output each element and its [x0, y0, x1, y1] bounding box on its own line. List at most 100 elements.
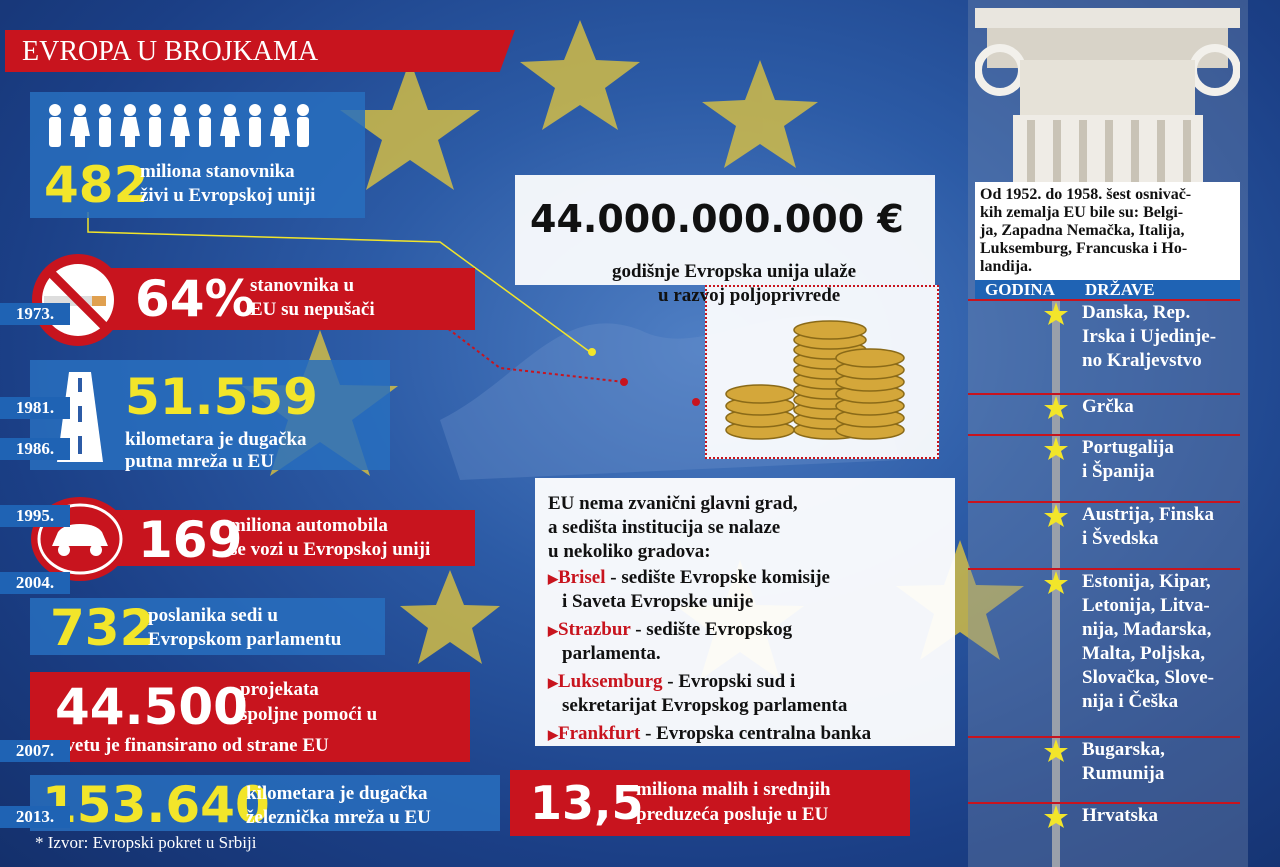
title-banner — [5, 30, 515, 72]
timeline-country: Austrija, Finska — [1082, 504, 1214, 525]
row-separator — [968, 299, 1240, 301]
timeline-intro: kih zemalja EU bile su: Belgi- — [980, 204, 1184, 221]
timeline-country: no Kraljevstvo — [1082, 350, 1202, 371]
timeline-intro: landija. — [980, 258, 1033, 275]
timeline-country: Malta, Poljska, — [1082, 643, 1205, 664]
fact-text: projekata — [240, 679, 319, 700]
timeline-country: Grčka — [1082, 396, 1134, 417]
fact-number: 732 — [50, 599, 155, 657]
timeline-star — [1044, 504, 1068, 527]
timeline-country: Rumunija — [1082, 763, 1165, 784]
capital-intro: u nekoliko gradova: — [548, 541, 711, 562]
sme-number: 13,5 — [530, 776, 644, 830]
row-separator — [968, 434, 1240, 436]
capital-city: Luksemburg — [558, 671, 663, 692]
timeline-country: i Švedska — [1082, 528, 1159, 549]
timeline-intro-box — [975, 182, 1240, 280]
budget-text: u razvoj poljoprivrede — [658, 285, 841, 306]
fact-box — [95, 510, 475, 566]
capital-item: ▶Strazbur - sedište Evropskog — [548, 620, 792, 639]
timeline-star — [1044, 302, 1068, 325]
sme-text: miliona malih i srednjih — [636, 779, 831, 800]
timeline-header-bar — [975, 280, 1240, 300]
fact-text: se vozi u Evropskoj uniji — [230, 539, 431, 560]
timeline-country: nija i Češka — [1082, 691, 1179, 712]
fact-text: spoljne pomoći u — [240, 704, 378, 725]
row-separator — [968, 736, 1240, 738]
row-separator — [968, 501, 1240, 503]
timeline-year: 1981. — [0, 397, 70, 419]
capital-text: parlamenta. — [562, 643, 661, 664]
fact-box — [30, 775, 500, 831]
fact-text: miliona stanovnika — [140, 161, 295, 182]
timeline-header: GODINA — [985, 280, 1055, 299]
capital-text: - sedište Evropske komisije — [605, 567, 830, 588]
fact-text: Evropskom parlamentu — [148, 629, 342, 650]
fact-text: svetu je finansirano od strane EU — [58, 735, 329, 756]
capital-item: ▶Brisel - sedište Evropske komisije — [548, 568, 830, 587]
timeline-year: 1986. — [0, 438, 70, 460]
column-capital — [975, 8, 1240, 185]
fact-number: 482 — [44, 156, 149, 214]
timeline-country: Letonija, Litva- — [1082, 595, 1210, 616]
capital-intro: EU nema zvanični glavni grad, — [548, 493, 798, 514]
title: EVROPA U BROJKAMA — [22, 36, 319, 67]
capital-city: Frankfurt — [558, 723, 641, 744]
fact-text: stanovnika u — [250, 275, 355, 296]
timeline-year: 2007. — [0, 740, 70, 762]
coins-icon — [725, 320, 905, 440]
sme-text: preduzeća posluje u EU — [636, 804, 829, 825]
fact-number: 51.559 — [125, 368, 318, 426]
fact-text: miliona automobila — [230, 515, 388, 536]
capital-intro: a sedišta institucija se nalaze — [548, 517, 781, 538]
timeline-year: 1973. — [0, 303, 70, 325]
capital-text: - sedište Evropskog — [630, 619, 793, 640]
capital-item: ▶Luksemburg - Evropski sud i — [548, 672, 795, 691]
timeline-year: 2013. — [0, 806, 70, 828]
timeline-country: Portugalija — [1082, 437, 1174, 458]
row-separator — [968, 802, 1240, 804]
fact-box — [30, 672, 470, 762]
timeline-country: nija, Mađarska, — [1082, 619, 1212, 640]
fact-text: EU su nepušači — [250, 299, 375, 320]
timeline-star — [1044, 437, 1068, 460]
timeline-star — [1044, 396, 1068, 419]
timeline-star — [1044, 739, 1068, 762]
fact-box — [70, 268, 475, 330]
capital-text: - Evropski sud i — [662, 671, 796, 692]
fact-text: živi u Evropskoj uniji — [140, 185, 316, 206]
sme-box — [510, 770, 910, 836]
fact-box — [30, 598, 385, 655]
fact-box — [30, 92, 365, 218]
bullet: ▶ — [548, 727, 558, 742]
timeline-country: Irska i Ujedinje- — [1082, 326, 1217, 347]
timeline-header: DRŽAVE — [1085, 280, 1155, 299]
capital-text: sekretarijat Evropskog parlamenta — [562, 695, 848, 716]
fact-number: 169 — [138, 511, 243, 569]
timeline-intro: Luksemburg, Francuska i Ho- — [980, 240, 1188, 257]
people-icons — [49, 104, 309, 147]
timeline-year: 2004. — [0, 572, 70, 594]
budget-box — [515, 175, 935, 285]
bullet: ▶ — [548, 571, 558, 586]
fact-number: 153.640 — [42, 776, 270, 834]
timeline-country: Danska, Rep. — [1082, 302, 1191, 323]
fact-number: 44.500 — [55, 678, 248, 736]
timeline-intro: ja, Zapadna Nemačka, Italija, — [980, 222, 1185, 239]
timeline-country: i Španija — [1082, 461, 1155, 482]
fact-text: kilometara je dugačka — [125, 429, 307, 450]
fact-text: železnička mreža u EU — [246, 807, 431, 828]
timeline-intro: Od 1952. do 1958. šest osnivač- — [980, 186, 1192, 203]
budget-number: 44.000.000.000 € — [530, 197, 904, 241]
timeline-year: 1995. — [0, 505, 70, 527]
row-separator — [968, 393, 1240, 395]
source: * Izvor: Evropski pokret u Srbiji — [35, 833, 257, 852]
timeline-star — [1044, 571, 1068, 594]
row-separator — [968, 568, 1240, 570]
timeline-country: Estonija, Kipar, — [1082, 571, 1211, 592]
budget-text: godišnje Evropska unija ulaže — [612, 261, 857, 282]
capital-item: ▶Frankfurt - Evropska centralna banka — [548, 724, 871, 743]
timeline-country: Hrvatska — [1082, 805, 1158, 826]
fact-number: 64% — [135, 270, 255, 328]
